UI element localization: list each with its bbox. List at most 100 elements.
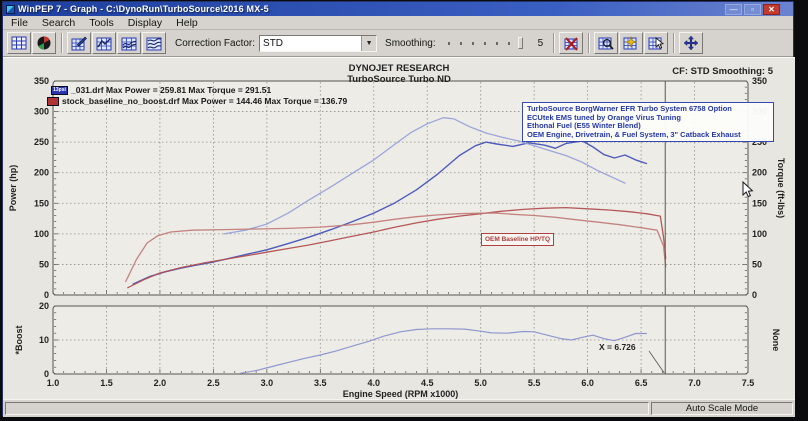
select-graph-button[interactable] bbox=[644, 32, 669, 54]
svg-text:6.5: 6.5 bbox=[635, 378, 648, 388]
chart-paper: 0050501001001501502002002502503003003503… bbox=[3, 57, 795, 399]
toolbar: Correction Factor: STD ▼ Smoothing: 5 bbox=[3, 30, 793, 57]
cursor-x-label: X = 6.726 bbox=[599, 342, 636, 352]
svg-text:50: 50 bbox=[752, 259, 762, 269]
highlight-graph-icon bbox=[623, 36, 638, 50]
info-line: TurboSource BorgWarner EFR Turbo System … bbox=[527, 104, 732, 113]
mouse-cursor-icon bbox=[742, 181, 754, 198]
delete-graph-icon bbox=[564, 37, 578, 51]
svg-text:2.0: 2.0 bbox=[154, 378, 167, 388]
correction-factor-value: STD bbox=[263, 37, 284, 49]
info-line: Ethonal Fuel (E55 Winter Blend) bbox=[527, 121, 641, 130]
legend: 13psi _031.drf Max Power = 259.81 Max To… bbox=[47, 85, 347, 107]
svg-text:1.0: 1.0 bbox=[47, 378, 60, 388]
menu-tools[interactable]: Tools bbox=[89, 16, 114, 29]
menu-file[interactable]: File bbox=[11, 16, 28, 29]
graph-edit-button[interactable] bbox=[67, 32, 91, 54]
svg-text:Power (hp): Power (hp) bbox=[8, 165, 18, 212]
legend-row-turbo: 13psi _031.drf Max Power = 259.81 Max To… bbox=[47, 85, 347, 95]
svg-text:20: 20 bbox=[39, 301, 49, 311]
close-button[interactable]: ✕ bbox=[763, 3, 780, 15]
svg-text:100: 100 bbox=[752, 229, 767, 239]
legend-swatch-turbo: 13psi bbox=[51, 85, 68, 95]
graph-waves-icon bbox=[146, 37, 162, 51]
svg-text:10: 10 bbox=[39, 335, 49, 345]
dynojet-logo-icon bbox=[37, 36, 51, 50]
svg-text:250: 250 bbox=[34, 137, 49, 147]
svg-text:250: 250 bbox=[752, 137, 767, 147]
svg-text:5.0: 5.0 bbox=[474, 378, 487, 388]
oem-baseline-label[interactable]: OEM Baseline HP/TQ bbox=[481, 233, 555, 246]
chart-header: DYNOJET RESEARCH TurboSource Turbo ND bbox=[3, 63, 795, 85]
svg-text:100: 100 bbox=[34, 229, 49, 239]
correction-factor-label: Correction Factor: bbox=[175, 37, 256, 49]
delete-graph-button[interactable] bbox=[559, 32, 584, 54]
menu-search[interactable]: Search bbox=[41, 16, 76, 29]
title-bar[interactable]: WinPEP 7 - Graph - C:\DynoRun\TurboSourc… bbox=[3, 2, 793, 16]
graph-pen-icon bbox=[71, 36, 87, 51]
status-cell-empty bbox=[5, 402, 649, 415]
svg-text:0: 0 bbox=[44, 290, 49, 300]
toolbar-separator bbox=[553, 33, 556, 53]
menu-bar: File Search Tools Display Help bbox=[3, 16, 793, 30]
menu-display[interactable]: Display bbox=[127, 16, 163, 29]
graph-waves-button[interactable] bbox=[142, 32, 166, 54]
svg-text:3.0: 3.0 bbox=[261, 378, 274, 388]
status-scale-mode: Auto Scale Mode bbox=[651, 402, 793, 415]
toolbar-separator bbox=[588, 33, 591, 53]
zoom-graph-icon bbox=[598, 37, 614, 50]
graph-overlay-icon bbox=[121, 37, 137, 51]
minimize-button[interactable]: — bbox=[725, 3, 742, 15]
dynojet-logo-button[interactable] bbox=[32, 32, 56, 54]
legend-text-stock: stock_baseline_no_boost.drf Max Power = … bbox=[62, 96, 348, 106]
winpep-window: WinPEP 7 - Graph - C:\DynoRun\TurboSourc… bbox=[2, 1, 795, 417]
svg-text:4.5: 4.5 bbox=[421, 378, 434, 388]
app-icon bbox=[6, 4, 15, 14]
legend-text-turbo: _031.drf Max Power = 259.81 Max Torque =… bbox=[71, 85, 272, 95]
svg-text:1.5: 1.5 bbox=[100, 378, 113, 388]
toolbar-separator bbox=[673, 33, 676, 53]
smoothing-slider-handle[interactable] bbox=[517, 37, 523, 49]
maximize-button[interactable]: ▫ bbox=[744, 3, 761, 15]
svg-text:*Boost: *Boost bbox=[14, 325, 24, 354]
highlight-graph-button[interactable] bbox=[619, 32, 644, 54]
svg-text:0: 0 bbox=[752, 290, 757, 300]
info-line: OEM Engine, Drivetrain, & Fuel System, 3… bbox=[527, 129, 741, 139]
svg-text:Engine Speed (RPM x1000): Engine Speed (RPM x1000) bbox=[343, 389, 459, 399]
window-title: WinPEP 7 - Graph - C:\DynoRun\TurboSourc… bbox=[18, 4, 269, 14]
smoothing-label: Smoothing: bbox=[385, 37, 436, 49]
svg-text:50: 50 bbox=[39, 259, 49, 269]
graph-line-button[interactable] bbox=[92, 32, 116, 54]
smoothing-slider[interactable] bbox=[442, 35, 534, 51]
svg-text:7.0: 7.0 bbox=[688, 378, 701, 388]
move-axes-button[interactable] bbox=[679, 32, 704, 54]
move-axes-icon bbox=[683, 35, 699, 51]
grid-view-button[interactable] bbox=[7, 32, 31, 54]
chart-subtitle: TurboSource Turbo ND bbox=[347, 73, 451, 85]
svg-text:350: 350 bbox=[34, 76, 49, 86]
svg-text:200: 200 bbox=[752, 168, 767, 178]
correction-factor-select[interactable]: STD ▼ bbox=[259, 34, 378, 52]
svg-text:0: 0 bbox=[44, 369, 49, 379]
select-graph-icon bbox=[648, 37, 665, 50]
graph-overlay-button[interactable] bbox=[117, 32, 141, 54]
svg-text:200: 200 bbox=[34, 168, 49, 178]
legend-swatch-stock bbox=[47, 96, 59, 106]
svg-text:4.0: 4.0 bbox=[368, 378, 381, 388]
chevron-down-icon[interactable]: ▼ bbox=[361, 35, 377, 51]
svg-text:3.5: 3.5 bbox=[314, 378, 327, 388]
svg-text:2.5: 2.5 bbox=[207, 378, 220, 388]
toolbar-separator bbox=[61, 33, 63, 53]
graph-line-icon bbox=[96, 37, 112, 51]
svg-text:Torque (ft-lbs): Torque (ft-lbs) bbox=[776, 158, 786, 218]
smoothing-value: 5 bbox=[537, 37, 544, 49]
legend-row-stock: stock_baseline_no_boost.drf Max Power = … bbox=[47, 96, 347, 106]
svg-text:5.5: 5.5 bbox=[528, 378, 541, 388]
svg-text:7.5: 7.5 bbox=[742, 378, 755, 388]
zoom-graph-button[interactable] bbox=[594, 32, 619, 54]
setup-info-box[interactable]: TurboSource BorgWarner EFR Turbo System … bbox=[522, 102, 774, 142]
svg-text:None: None bbox=[771, 329, 781, 352]
menu-help[interactable]: Help bbox=[176, 16, 198, 29]
chart-company: DYNOJET RESEARCH bbox=[348, 63, 450, 74]
status-bar: Auto Scale Mode bbox=[3, 399, 795, 417]
